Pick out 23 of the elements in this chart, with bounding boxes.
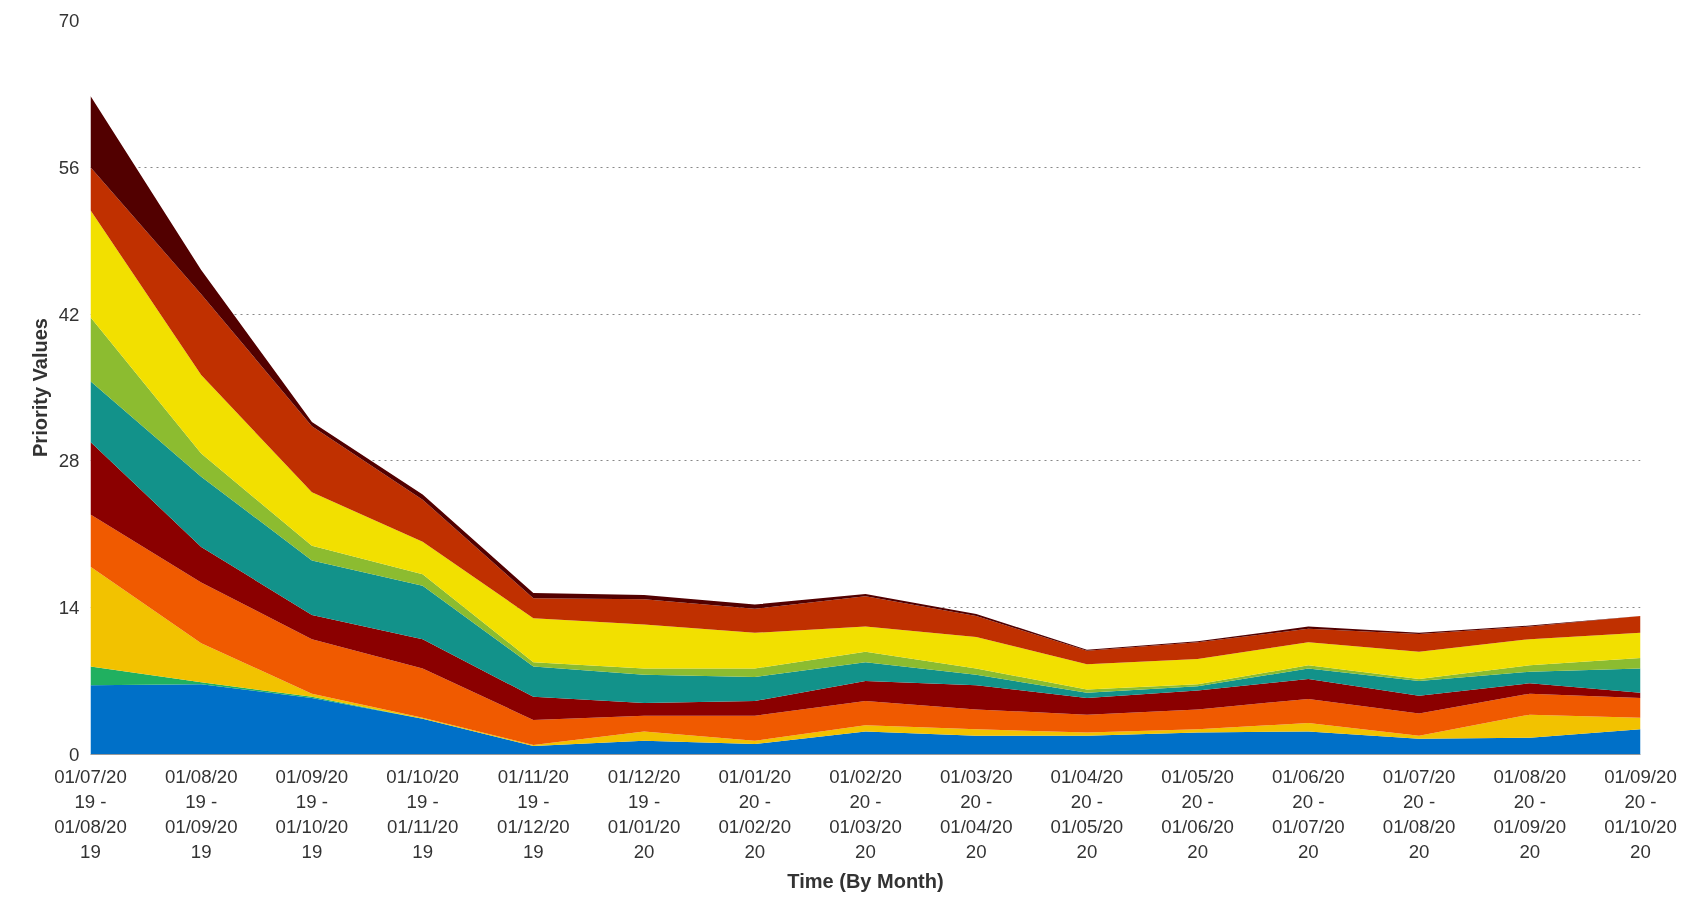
x-tick-label: 01/08/2019 - 01/09/2019 (164, 765, 238, 863)
x-tick-label: 01/05/2020 - 01/06/2020 (1161, 765, 1234, 863)
y-axis-title: Priority Values (28, 318, 51, 457)
x-tick-label: 01/02/2020 - 01/03/2020 (829, 765, 902, 863)
x-tick-label: 01/12/2019 - 01/01/2020 (607, 765, 681, 863)
x-tick-label: 01/09/2020 - 01/10/2020 (1604, 765, 1677, 863)
x-tick-label: 01/07/2020 - 01/08/2020 (1382, 765, 1456, 863)
x-tick-label: 01/07/2019 - 01/08/2019 (54, 765, 127, 863)
y-tick-label: 28 (58, 450, 80, 472)
x-tick-label: 01/08/2020 - 01/09/2020 (1493, 765, 1567, 863)
y-tick-label: 70 (58, 10, 80, 31)
x-tick-label: 01/11/2019 - 01/12/2019 (497, 765, 570, 863)
x-tick-label: 01/09/2019 - 01/10/2019 (275, 765, 349, 863)
y-tick-label: 56 (58, 156, 80, 178)
x-tick-label: 01/04/2020 - 01/05/2020 (1050, 765, 1124, 863)
y-tick-label: 42 (58, 303, 80, 325)
x-tick-label: 01/06/2020 - 01/07/2020 (1272, 765, 1345, 863)
x-tick-label: 01/10/2019 - 01/11/2019 (386, 765, 459, 863)
y-tick-label: 14 (58, 597, 80, 619)
y-tick-label: 0 (69, 744, 80, 765)
x-tick-label: 01/01/2020 - 01/02/2020 (718, 765, 792, 863)
x-axis-title: Time (By Month) (787, 870, 944, 893)
x-tick-label: 01/03/2020 - 01/04/2020 (939, 765, 1013, 863)
